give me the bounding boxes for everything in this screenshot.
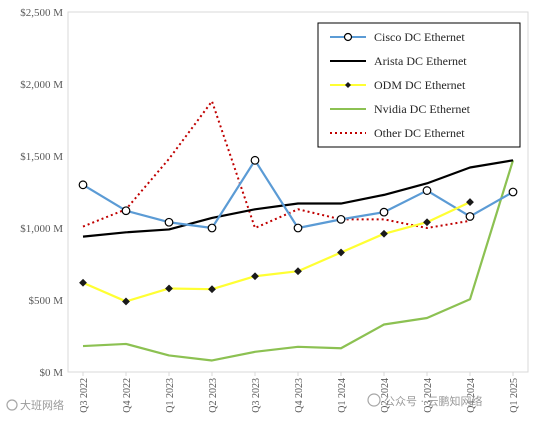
cisco-dc-ethernet-point bbox=[336, 214, 346, 224]
x-tick-label: Q4 2024 bbox=[466, 378, 477, 413]
nvidia-dc-ethernet-line bbox=[82, 159, 515, 362]
series-other-dc-ethernet bbox=[82, 100, 471, 229]
series-nvidia-dc-ethernet bbox=[82, 159, 515, 362]
cisco-dc-ethernet-point bbox=[465, 212, 475, 221]
legend-item-other-dc-ethernet: Other DC Ethernet bbox=[330, 126, 465, 140]
odm-dc-ethernet-point bbox=[208, 285, 216, 294]
cisco-dc-ethernet-point bbox=[422, 186, 432, 195]
cisco-dc-ethernet-point bbox=[508, 187, 518, 197]
legend-marker bbox=[343, 32, 353, 42]
odm-dc-ethernet-point bbox=[79, 278, 87, 287]
watermark-left: 大班网络 bbox=[6, 398, 64, 412]
legend-item-cisco-dc-ethernet: Cisco DC Ethernet bbox=[330, 30, 465, 44]
x-tick-label: Q2 2024 bbox=[380, 378, 391, 413]
cisco-dc-ethernet-point bbox=[293, 223, 303, 233]
y-tick-label: $500 M bbox=[28, 295, 63, 307]
cisco-dc-ethernet-point bbox=[121, 206, 131, 216]
cisco-dc-ethernet-point bbox=[250, 155, 260, 165]
legend-item-odm-dc-ethernet: ODM DC Ethernet bbox=[330, 78, 466, 92]
y-tick-label: $1,500 M bbox=[20, 151, 63, 163]
other-dc-ethernet-line bbox=[82, 100, 471, 229]
x-tick-label: Q1 2024 bbox=[337, 378, 348, 413]
odm-dc-ethernet-point bbox=[380, 229, 388, 238]
y-tick-label: $2,500 M bbox=[20, 7, 63, 19]
x-tick-label: Q3 2024 bbox=[423, 378, 434, 413]
legend-label: Cisco DC Ethernet bbox=[374, 30, 465, 44]
legend-marker bbox=[345, 82, 351, 88]
odm-dc-ethernet-point bbox=[466, 198, 474, 206]
x-tick-label: Q1 2025 bbox=[509, 378, 520, 413]
odm-dc-ethernet-point bbox=[337, 248, 345, 257]
odm-dc-ethernet-point bbox=[294, 267, 302, 276]
cisco-dc-ethernet-point bbox=[164, 217, 174, 227]
cisco-dc-ethernet-point bbox=[379, 207, 389, 217]
legend-item-nvidia-dc-ethernet: Nvidia DC Ethernet bbox=[330, 102, 471, 116]
legend-item-arista-dc-ethernet: Arista DC Ethernet bbox=[330, 54, 467, 68]
x-tick-label: Q1 2023 bbox=[165, 378, 176, 413]
arista-dc-ethernet-line bbox=[82, 159, 514, 238]
watermark-right: 公众号 · 云鹏知网络 bbox=[367, 393, 483, 408]
x-tick-label: Q4 2023 bbox=[294, 378, 305, 413]
y-tick-label: $2,000 M bbox=[20, 79, 63, 91]
watermark-right-text: 公众号 · 云鹏知网络 bbox=[384, 394, 483, 408]
axes: $0 M $500 M $1,000 M $1,500 M $2,000 M $2,500… bbox=[20, 7, 529, 413]
cisco-dc-ethernet-point bbox=[207, 223, 217, 233]
y-tick-label: $0 M bbox=[39, 367, 63, 379]
odm-dc-ethernet-point bbox=[423, 218, 431, 227]
watermark-left-text: 大班网络 bbox=[20, 398, 64, 412]
series-odm-dc-ethernet bbox=[79, 198, 474, 306]
legend: Cisco DC Ethernet Arista DC Ethernet ODM D… bbox=[317, 22, 521, 148]
legend-label: Arista DC Ethernet bbox=[374, 54, 467, 68]
watermarks: 大班网络 公众号 · 云鹏知网络 bbox=[6, 393, 483, 412]
series-cisco-dc-ethernet bbox=[78, 155, 518, 233]
legend-label: Other DC Ethernet bbox=[374, 126, 465, 140]
odm-dc-ethernet-point bbox=[251, 272, 259, 281]
legend-label: Nvidia DC Ethernet bbox=[374, 102, 471, 116]
series-arista-dc-ethernet bbox=[82, 159, 514, 238]
x-tick-label: Q3 2022 bbox=[79, 378, 90, 413]
x-tick-label: Q2 2023 bbox=[208, 378, 219, 413]
wechat-official-account-icon bbox=[367, 393, 381, 407]
odm-dc-ethernet-line bbox=[82, 201, 471, 303]
x-tick-label: Q4 2022 bbox=[122, 378, 133, 413]
odm-dc-ethernet-point bbox=[165, 284, 173, 293]
series-layer bbox=[78, 100, 518, 362]
cisco-dc-ethernet-point bbox=[78, 180, 88, 190]
legend-label: ODM DC Ethernet bbox=[374, 78, 466, 92]
wechat-logo-icon bbox=[6, 399, 18, 411]
x-tick-label: Q3 2023 bbox=[251, 378, 262, 413]
odm-dc-ethernet-point bbox=[122, 297, 130, 306]
y-tick-label: $1,000 M bbox=[20, 223, 63, 235]
